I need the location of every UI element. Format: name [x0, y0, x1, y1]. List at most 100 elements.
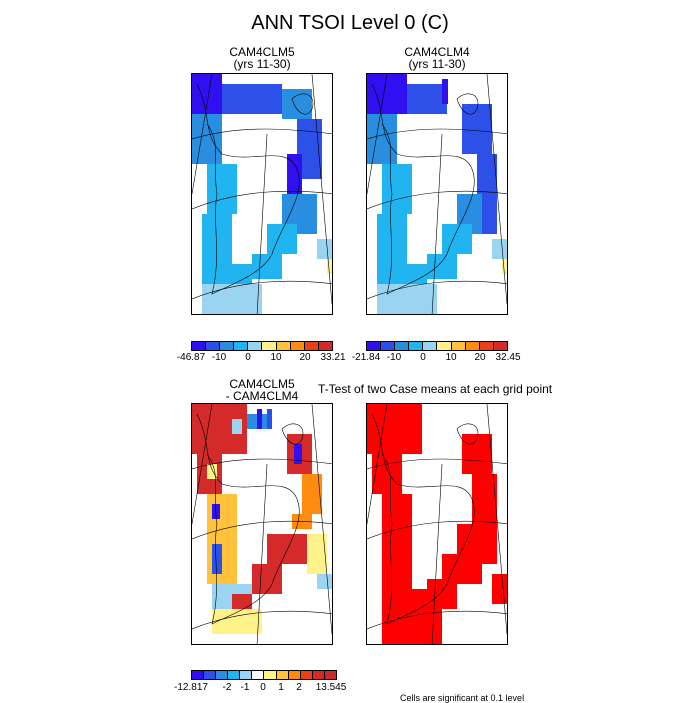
colorbar-label: 1 — [278, 682, 284, 693]
colorbar-label: 10 — [270, 352, 282, 363]
grid-cell — [502, 259, 507, 274]
grid-cell — [302, 474, 322, 514]
colorbar-swatch — [228, 671, 241, 679]
colorbar-label: -2 — [222, 682, 232, 693]
grid-cell — [372, 454, 402, 494]
grid-cell — [192, 114, 222, 164]
grid-cell — [267, 224, 297, 254]
colorbar-swatch — [395, 342, 410, 350]
grid-cell — [407, 84, 447, 114]
colorbar-swatch — [493, 342, 507, 350]
colorbar-swatch — [216, 671, 229, 679]
latitude-line — [192, 190, 332, 210]
colorbar-swatch — [220, 342, 235, 350]
colorbar-swatch — [300, 671, 313, 679]
longitude-line — [311, 404, 332, 635]
colorbar-label: 0 — [260, 682, 266, 693]
colorbar-swatch — [234, 342, 249, 350]
grid-cell — [462, 104, 492, 154]
grid-cell — [287, 154, 302, 194]
colorbar-label: -46.87 — [176, 352, 206, 363]
grid-cell — [202, 284, 262, 314]
colorbar-label: -10 — [386, 352, 402, 363]
latitude-line — [192, 128, 332, 140]
coastline — [281, 423, 304, 445]
colorbar-swatch — [192, 342, 207, 350]
grid-cell — [367, 404, 422, 454]
grid-cell — [222, 84, 282, 114]
grid-cell — [427, 254, 457, 279]
colorbar-difference — [191, 670, 337, 680]
longitude-line — [311, 74, 332, 305]
colorbar-swatch — [240, 671, 253, 679]
colorbar-cam4clm5 — [191, 341, 333, 351]
panel-title-line2: (yrs 11-30) — [233, 57, 291, 71]
map-svg — [192, 74, 332, 314]
colorbar-swatch — [451, 342, 466, 350]
latitude-line — [367, 190, 507, 210]
grid-cell — [327, 259, 332, 274]
colorbar-swatch — [288, 671, 301, 679]
cells-layer — [367, 74, 507, 314]
map-svg — [192, 404, 332, 644]
grid-cell — [367, 74, 407, 114]
grid-cell — [252, 254, 282, 279]
map-lines — [367, 404, 507, 644]
longitude-line — [486, 404, 507, 635]
colorbar-swatch — [423, 342, 438, 350]
coastline — [196, 413, 300, 625]
colorbar-label: 20 — [299, 352, 311, 363]
colorbar-swatch — [276, 671, 289, 679]
grid-cell — [492, 239, 507, 259]
grid-cell — [207, 464, 217, 479]
panel-title-cam4clm5: CAM4CLM5 (yrs 11-30) — [191, 46, 333, 70]
latitude-line — [367, 458, 507, 470]
grid-cell — [317, 574, 332, 589]
map-svg — [367, 404, 507, 644]
grid-cell — [294, 444, 302, 464]
grid-cell — [282, 89, 312, 119]
longitude-line — [256, 463, 268, 644]
grid-cell — [382, 544, 412, 594]
grid-cell — [212, 609, 262, 634]
colorbar-label: -10 — [211, 352, 227, 363]
colorbar-label: 10 — [445, 352, 457, 363]
longitude-line — [192, 74, 213, 195]
colorbar-swatch — [479, 342, 494, 350]
colorbar-swatch — [318, 342, 332, 350]
latitude-line — [192, 610, 332, 630]
map-lines — [192, 74, 332, 314]
colorbar-swatch — [204, 671, 217, 679]
panel-title-difference: CAM4CLM5 - CAM4CLM4 — [191, 378, 333, 402]
colorbar-labels-difference: -12.817 -2 -1 0 1 2 13.545 — [174, 682, 346, 694]
colorbar-swatch — [206, 342, 221, 350]
grid-cell — [207, 164, 237, 214]
grid-cell — [212, 544, 222, 574]
colorbar-swatch — [381, 342, 396, 350]
grid-cell — [252, 564, 282, 594]
colorbar-cam4clm4 — [366, 341, 508, 351]
panel-title-line2: - CAM4CLM4 — [225, 389, 299, 403]
colorbar-swatch — [262, 342, 277, 350]
colorbar-label: 0 — [420, 352, 426, 363]
longitude-line — [431, 463, 443, 644]
colorbar-label: 13.545 — [315, 682, 347, 693]
colorbar-swatch — [304, 342, 319, 350]
cells-layer — [367, 404, 507, 644]
grid-cell — [307, 534, 327, 574]
map-panel-ttest — [366, 403, 508, 645]
panel-title-line1: CAM4CLM4 — [404, 45, 470, 59]
grid-cell — [442, 79, 448, 104]
colorbar-swatch — [312, 671, 325, 679]
colorbar-swatch — [252, 671, 265, 679]
grid-cell — [317, 239, 332, 259]
grid-cell — [382, 164, 412, 214]
latitude-line — [367, 610, 507, 630]
colorbar-label: 33.21 — [320, 352, 346, 363]
main-title: ANN TSOI Level 0 (C) — [251, 12, 449, 34]
coastline — [371, 83, 475, 295]
grid-cell — [367, 114, 397, 164]
colorbar-swatch — [437, 342, 452, 350]
ttest-title: T-Test of two Case means at each grid po… — [318, 382, 553, 396]
colorbar-swatch — [465, 342, 480, 350]
